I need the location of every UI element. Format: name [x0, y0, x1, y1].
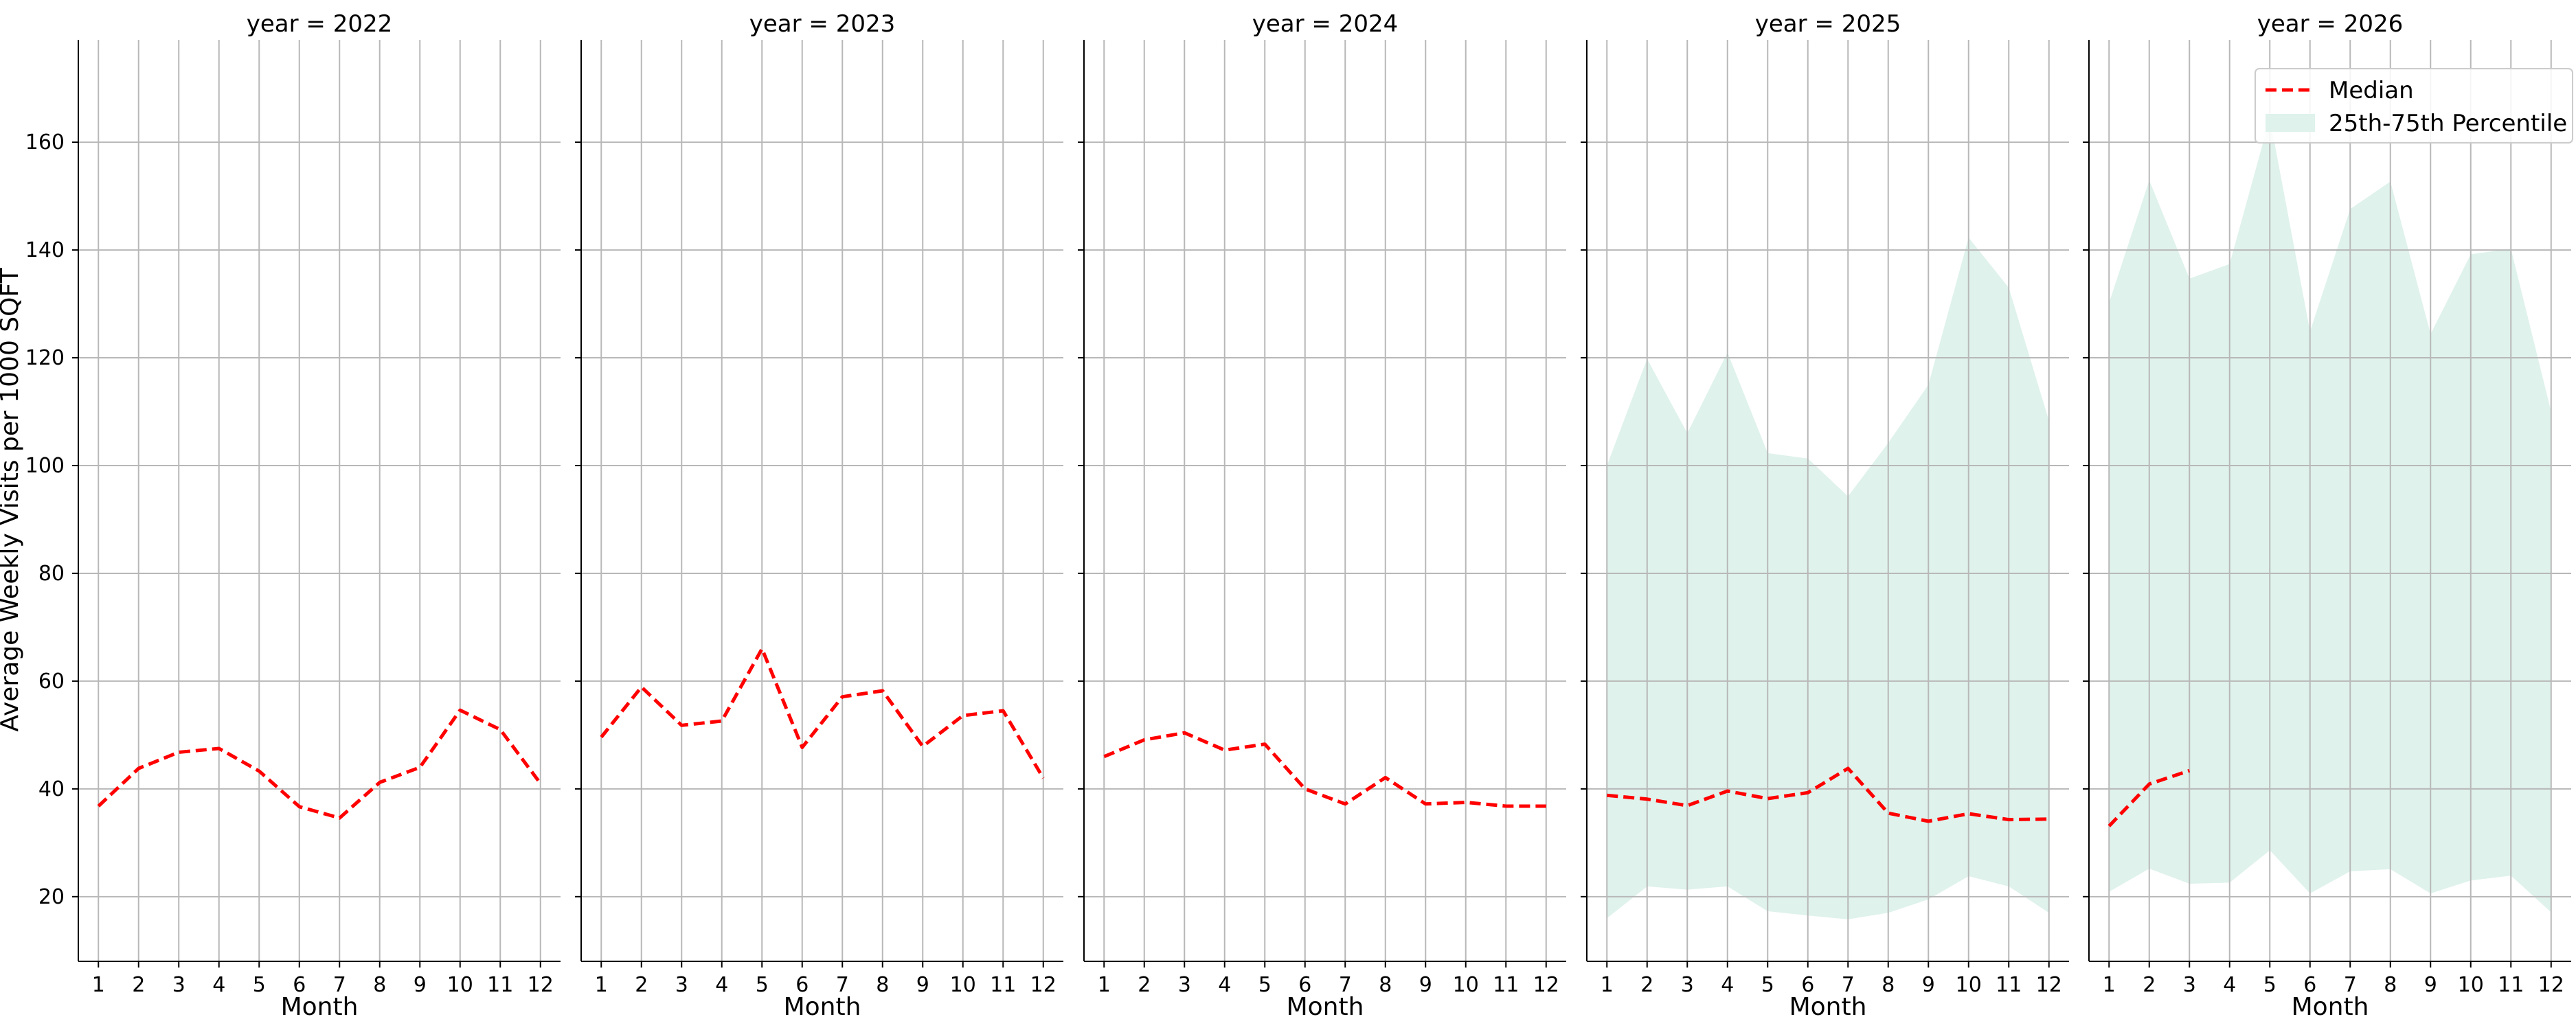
x-tick-label: 12: [1533, 973, 1559, 997]
x-tick-label: 9: [2424, 973, 2437, 997]
x-axis-label: Month: [784, 993, 861, 1021]
x-tick-label: 10: [1453, 973, 1479, 997]
x-tick-label: 11: [1493, 973, 1519, 997]
x-tick-label: 4: [1721, 973, 1734, 997]
panel-title: year = 2023: [749, 10, 895, 38]
x-tick-label: 9: [1419, 973, 1432, 997]
x-tick-label: 6: [293, 973, 306, 997]
x-tick-label: 8: [876, 973, 889, 997]
x-tick-label: 7: [1339, 973, 1352, 997]
legend-median-label: Median: [2329, 77, 2414, 104]
x-tick-label: 11: [487, 973, 513, 997]
x-axis-label: Month: [281, 993, 359, 1021]
x-tick-label: 5: [253, 973, 266, 997]
median-line: [600, 647, 1045, 779]
x-tick-label: 6: [2303, 973, 2316, 997]
x-tick-label: 2: [1138, 973, 1151, 997]
x-tick-label: 6: [795, 973, 809, 997]
y-tick-label: 120: [25, 346, 65, 370]
median-line: [1607, 766, 2049, 823]
x-tick-label: 3: [2183, 973, 2196, 997]
x-tick-label: 7: [836, 973, 849, 997]
y-tick-label: 100: [25, 454, 65, 478]
x-tick-label: 4: [715, 973, 728, 997]
legend-band-label: 25th-75th Percentile: [2329, 110, 2567, 137]
x-tick-label: 5: [756, 973, 769, 997]
x-tick-label: 4: [212, 973, 225, 997]
x-tick-label: 12: [2538, 973, 2564, 997]
x-tick-label: 8: [373, 973, 386, 997]
legend-band-swatch: [2266, 114, 2315, 132]
x-tick-label: 10: [2458, 973, 2484, 997]
x-tick-label: 9: [916, 973, 929, 997]
x-tick-label: 5: [1258, 973, 1272, 997]
legend: Median 25th-75th Percentile: [2255, 68, 2573, 144]
x-tick-label: 11: [1996, 973, 2022, 997]
median-line: [1103, 731, 1546, 808]
x-tick-label: 2: [2143, 973, 2156, 997]
percentile-band: [2109, 117, 2551, 913]
x-tick-label: 3: [1681, 973, 1694, 997]
x-tick-label: 5: [1761, 973, 1774, 997]
y-tick-label: 140: [25, 238, 65, 262]
x-tick-label: 1: [1098, 973, 1111, 997]
x-tick-label: 11: [990, 973, 1016, 997]
x-tick-label: 4: [1218, 973, 1231, 997]
panel-title: year = 2026: [2257, 10, 2403, 38]
x-axis-label: Month: [2292, 993, 2369, 1021]
legend-frame: [2255, 68, 2573, 144]
x-tick-label: 3: [172, 973, 185, 997]
panel-title: year = 2022: [247, 10, 392, 38]
percentile-band: [1607, 238, 2049, 919]
x-tick-label: 12: [528, 973, 554, 997]
x-tick-label: 7: [2344, 973, 2357, 997]
x-tick-label: 2: [132, 973, 145, 997]
panel-title: year = 2025: [1755, 10, 1901, 38]
x-tick-label: 9: [414, 973, 427, 997]
x-tick-label: 5: [2263, 973, 2276, 997]
x-tick-label: 12: [1030, 973, 1057, 997]
y-tick-label: 160: [25, 130, 65, 154]
y-tick-label: 40: [38, 777, 65, 801]
x-tick-label: 1: [92, 973, 105, 997]
x-tick-label: 2: [1640, 973, 1653, 997]
x-tick-label: 10: [1956, 973, 1982, 997]
x-tick-label: 4: [2223, 973, 2236, 997]
x-tick-label: 3: [1178, 973, 1191, 997]
x-axis-label: Month: [1789, 993, 1867, 1021]
median-line: [2108, 768, 2191, 827]
x-tick-label: 6: [1801, 973, 1814, 997]
y-tick-label: 60: [38, 670, 65, 694]
x-tick-label: 9: [1922, 973, 1935, 997]
y-axis-label: Average Weekly Visits per 1000 SQFT: [0, 267, 24, 731]
x-tick-label: 7: [333, 973, 346, 997]
x-tick-label: 1: [2103, 973, 2116, 997]
x-tick-label: 6: [1298, 973, 1311, 997]
y-tick-label: 80: [38, 562, 65, 586]
y-tick-label: 20: [38, 885, 65, 909]
x-tick-label: 1: [1601, 973, 1614, 997]
x-tick-label: 2: [635, 973, 648, 997]
x-tick-label: 1: [595, 973, 608, 997]
median-line: [97, 708, 542, 820]
x-tick-label: 10: [950, 973, 976, 997]
x-tick-label: 11: [2498, 973, 2524, 997]
x-axis-label: Month: [1287, 993, 1364, 1021]
x-tick-label: 7: [1842, 973, 1855, 997]
x-tick-label: 12: [2036, 973, 2062, 997]
x-tick-label: 3: [675, 973, 688, 997]
x-tick-label: 8: [1379, 973, 1392, 997]
panel-title: year = 2024: [1252, 10, 1398, 38]
x-tick-label: 8: [2384, 973, 2397, 997]
x-tick-label: 8: [1882, 973, 1895, 997]
x-tick-label: 10: [447, 973, 473, 997]
